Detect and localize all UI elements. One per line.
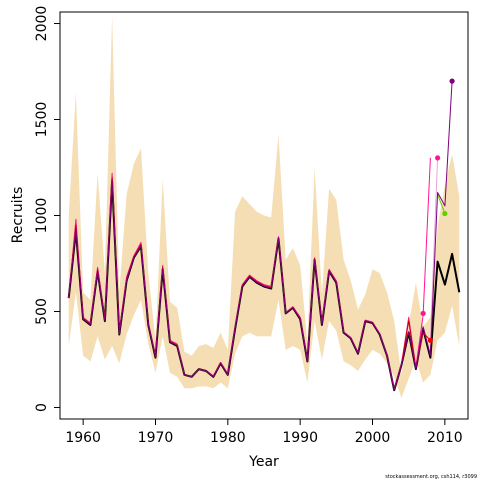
x-tick-label: 2000 bbox=[355, 430, 391, 446]
series-line-2 bbox=[429, 157, 439, 341]
end-points-layer bbox=[420, 78, 455, 343]
x-tick-label: 1980 bbox=[210, 430, 246, 446]
y-tick-label: 2000 bbox=[34, 6, 50, 42]
end-point-3 bbox=[435, 155, 441, 161]
end-point-1 bbox=[427, 337, 433, 343]
series-line-6 bbox=[68, 81, 453, 391]
x-tick-label: 1970 bbox=[138, 430, 174, 446]
y-axis-title: Recruits bbox=[10, 187, 26, 244]
series-layer bbox=[67, 81, 461, 392]
confidence-band bbox=[68, 15, 460, 398]
x-axis: 1960 1970 1980 1990 2000 2010 bbox=[65, 418, 463, 446]
x-tick-label: 1960 bbox=[65, 430, 101, 446]
end-point-4 bbox=[442, 210, 448, 217]
series-line-5 bbox=[437, 194, 446, 214]
y-axis: 0 500 1000 1500 2000 bbox=[34, 6, 61, 412]
end-point-2 bbox=[420, 310, 426, 317]
x-tick-label: 1990 bbox=[282, 430, 318, 446]
y-tick-label: 500 bbox=[34, 298, 50, 325]
y-tick-label: 1000 bbox=[34, 198, 50, 234]
x-tick-label: 2010 bbox=[427, 430, 463, 446]
y-tick-label: 0 bbox=[34, 403, 50, 412]
footer-credit: stockassessment.org, csh114, r3099 bbox=[385, 474, 477, 480]
y-tick-label: 1500 bbox=[34, 102, 50, 138]
end-point-5 bbox=[449, 78, 455, 84]
series-line-3 bbox=[68, 157, 431, 390]
x-axis-title: Year bbox=[248, 454, 279, 470]
confidence-band-layer bbox=[68, 15, 460, 398]
